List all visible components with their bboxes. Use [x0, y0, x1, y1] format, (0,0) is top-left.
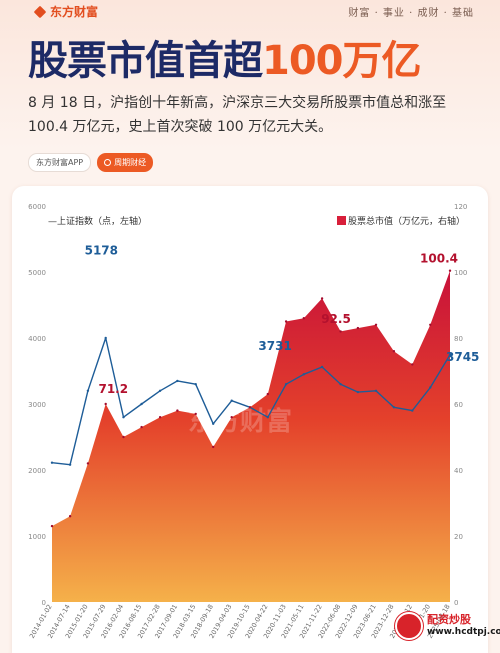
- more-tag[interactable]: 周期财经: [97, 153, 154, 172]
- y-left-tick-4000: 4000: [28, 335, 46, 343]
- index-point: [339, 383, 342, 386]
- y-left-tick-5000: 5000: [28, 269, 46, 277]
- index-point: [140, 402, 143, 406]
- x-axis-ticks: 2014-01-022014-07-142015-01-202015-07-29…: [28, 603, 452, 640]
- market-cap-point: [194, 412, 197, 416]
- index-point: [68, 463, 72, 466]
- legend-market-cap: 股票总市值（万亿元，右轴）: [348, 215, 465, 227]
- index-point: [266, 416, 269, 419]
- market-cap-point: [266, 392, 269, 396]
- market-cap-point: [374, 323, 378, 326]
- index-point: [356, 390, 360, 394]
- index-point: [212, 422, 215, 425]
- market-cap-point: [429, 323, 432, 326]
- slogan: 财富 · 事业 · 成财 · 基础: [348, 8, 474, 19]
- annotation-label: 3745: [446, 350, 479, 364]
- index-point: [104, 336, 107, 340]
- market-cap-point: [320, 297, 324, 300]
- index-point: [50, 461, 54, 464]
- index-point: [230, 399, 233, 402]
- title-accent: 100万亿: [262, 38, 421, 84]
- y-left-tick-2000: 2000: [28, 467, 46, 475]
- market-cap-point: [86, 462, 90, 465]
- site-url: www.hcdtpj.com: [427, 627, 500, 637]
- annotation-label: 71.2: [98, 382, 128, 396]
- site-watermark: 配资炒股 www.hcdtpj.com: [395, 612, 500, 640]
- annotations: 5178 71.2 3731 92.5 100.4 3745: [85, 243, 480, 396]
- site-logo-icon: [395, 612, 423, 640]
- market-cap-point: [158, 416, 162, 419]
- market-cap-point: [339, 330, 342, 333]
- index-point: [86, 389, 90, 392]
- y-left-tick-0: 0: [42, 599, 46, 607]
- y-right-tick-80: 80: [454, 335, 463, 343]
- right-axis: 0 20 40 60 80 100 120: [454, 203, 467, 607]
- market-cap-point: [50, 524, 54, 528]
- more-tag-label: 周期财经: [114, 158, 147, 167]
- y-right-tick-60: 60: [454, 401, 463, 409]
- subtitle: 8 月 18 日，沪指创十年新高，沪深京三大交易所股票市值总和涨至 100.4 …: [28, 95, 447, 135]
- market-cap-point: [302, 317, 305, 320]
- market-cap-point: [248, 406, 252, 409]
- market-cap-point: [122, 435, 125, 439]
- y-left-tick-3000: 3000: [28, 401, 46, 409]
- legend-swatch-market-cap: [337, 216, 346, 225]
- y-right-tick-100: 100: [454, 269, 467, 277]
- market-cap-area: [52, 270, 450, 602]
- market-cap-point: [68, 515, 72, 518]
- index-point: [392, 406, 396, 409]
- legend-index: —上证指数（点，左轴）: [48, 215, 147, 227]
- search-icon: [104, 159, 112, 166]
- market-cap-points: [50, 269, 452, 528]
- header: 东方财富 财富 · 事业 · 成财 · 基础: [0, 0, 500, 24]
- market-cap-point: [104, 402, 107, 406]
- annotation-label: 100.4: [420, 252, 458, 266]
- brand-name: 东方财富: [50, 5, 99, 19]
- left-axis: 0 1000 2000 3000 4000 5000 6000: [28, 203, 46, 607]
- index-point: [411, 409, 414, 412]
- annotation-label: 5178: [85, 243, 118, 257]
- market-cap-point: [230, 416, 233, 419]
- y-right-tick-40: 40: [454, 467, 463, 475]
- chart-watermark: 东方财富: [188, 406, 292, 437]
- market-cap-point: [411, 363, 414, 366]
- site-name: 配资炒股: [427, 613, 471, 626]
- app-tag[interactable]: 东方财富APP: [28, 153, 92, 172]
- annotation-label: 92.5: [321, 312, 351, 326]
- annotation-label: 3731: [258, 339, 291, 353]
- index-point: [158, 389, 162, 392]
- index-point: [448, 353, 452, 356]
- page-title: 股票市值首超100万亿: [28, 28, 421, 86]
- index-point: [374, 389, 378, 392]
- market-cap-point: [392, 350, 396, 353]
- index-point: [122, 416, 125, 419]
- y-left-tick-6000: 6000: [28, 203, 46, 211]
- index-point: [320, 365, 324, 369]
- index-point: [176, 379, 179, 383]
- index-point: [194, 383, 197, 386]
- index-point: [302, 373, 305, 376]
- market-cap-point: [212, 445, 215, 449]
- market-cap-point: [448, 269, 452, 272]
- y-right-tick-120: 120: [454, 203, 467, 211]
- market-cap-point: [140, 425, 143, 429]
- y-right-tick-0: 0: [454, 599, 458, 607]
- index-point: [429, 386, 432, 389]
- market-cap-point: [176, 409, 179, 412]
- market-cap-point: [356, 326, 360, 330]
- title-main: 股票市值首超: [28, 38, 263, 84]
- market-cap-point: [284, 320, 288, 323]
- y-left-tick-1000: 1000: [28, 533, 46, 541]
- y-right-tick-20: 20: [454, 533, 463, 541]
- tag-row: 东方财富APP 周期财经: [28, 153, 154, 172]
- brand: 东方财富: [33, 3, 99, 20]
- index-point: [284, 383, 288, 386]
